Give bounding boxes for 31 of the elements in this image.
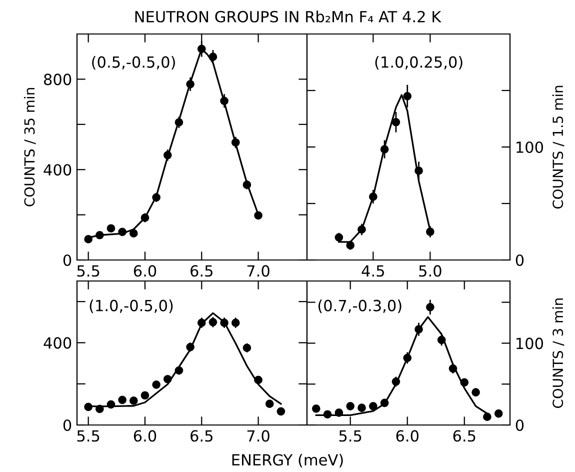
y-tick-label: 100 bbox=[516, 338, 544, 350]
annotation: (1.0,0.25,0) bbox=[375, 56, 462, 70]
x-tick-label: 7.0 bbox=[247, 430, 270, 442]
x-tick-label: 6.0 bbox=[396, 430, 418, 442]
x-tick-label: 5.0 bbox=[419, 265, 442, 277]
annotation: (1.0,-0.5,0) bbox=[90, 300, 173, 314]
annotation: (0.7,-0.3,0) bbox=[318, 300, 402, 314]
x-tick-label: 4.5 bbox=[362, 265, 384, 277]
x-tick-label: 6.0 bbox=[134, 430, 156, 442]
y2-axis-title: COUNTS / 1.5 min bbox=[552, 86, 564, 209]
y-tick-label: 0 bbox=[63, 254, 72, 266]
y-tick-label: 0 bbox=[516, 254, 524, 266]
y-tick-label: 100 bbox=[516, 141, 544, 154]
y-tick-label: 800 bbox=[44, 74, 72, 86]
y-tick-label: 400 bbox=[44, 164, 72, 176]
chart-title: NEUTRON GROUPS IN Rb₂Mn F₄ AT 4.2 K bbox=[135, 10, 442, 22]
y-axis-title: COUNTS / 35 min bbox=[24, 88, 36, 206]
x-tick-label: 6.5 bbox=[453, 430, 476, 442]
y-tick-label: 400 bbox=[44, 337, 72, 349]
x-tick-label: 5.5 bbox=[77, 430, 100, 442]
x-tick-label: 5.5 bbox=[339, 430, 362, 442]
x-tick-label: 5.5 bbox=[77, 265, 100, 277]
x-tick-label: 6.5 bbox=[190, 265, 212, 277]
y-tick-label: 0 bbox=[516, 419, 524, 432]
y2-axis-title: COUNTS / 3 min bbox=[552, 298, 564, 408]
x-tick-label: 6.5 bbox=[190, 430, 212, 442]
x-axis-title: ENERGY (meV) bbox=[232, 454, 343, 468]
x-tick-label: 7.0 bbox=[247, 265, 270, 277]
x-tick-label: 6.0 bbox=[134, 265, 156, 277]
annotation: (0.5,-0.5,0) bbox=[92, 56, 175, 70]
y-tick-label: 0 bbox=[63, 419, 72, 432]
